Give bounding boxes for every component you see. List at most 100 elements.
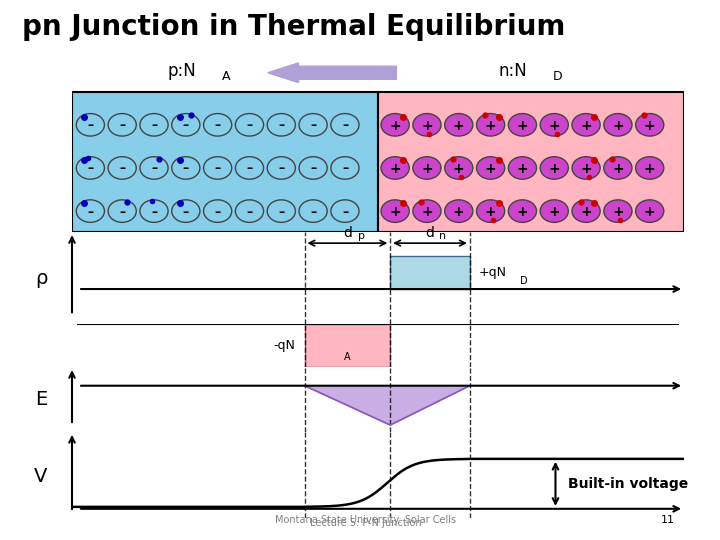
Ellipse shape [299, 157, 327, 179]
Text: –: – [119, 206, 125, 219]
Ellipse shape [235, 157, 264, 179]
Text: d: d [343, 226, 352, 240]
Text: +: + [421, 119, 433, 133]
Text: p:N: p:N [168, 62, 197, 80]
Text: –: – [183, 163, 189, 176]
Text: D: D [520, 276, 528, 286]
Text: +: + [453, 119, 464, 133]
Ellipse shape [413, 157, 441, 179]
Ellipse shape [381, 113, 409, 136]
Text: d: d [426, 226, 434, 240]
Polygon shape [305, 386, 470, 425]
Text: +: + [485, 119, 496, 133]
Text: +: + [390, 205, 401, 219]
Text: –: – [215, 163, 221, 176]
Text: Built-in voltage: Built-in voltage [568, 477, 688, 491]
Text: ρ: ρ [35, 268, 48, 288]
Ellipse shape [445, 113, 473, 136]
Text: –: – [310, 163, 316, 176]
Ellipse shape [204, 113, 232, 136]
Text: –: – [183, 119, 189, 132]
Text: –: – [310, 119, 316, 132]
Text: +: + [644, 119, 655, 133]
Ellipse shape [381, 157, 409, 179]
Bar [378, 91, 684, 232]
Text: +: + [390, 119, 401, 133]
Text: +: + [485, 205, 496, 219]
Text: +: + [644, 162, 655, 176]
Text: +qN: +qN [479, 266, 507, 279]
Ellipse shape [76, 157, 104, 179]
Text: –: – [183, 206, 189, 219]
Text: +: + [580, 205, 592, 219]
Text: –: – [151, 163, 157, 176]
Text: +: + [453, 162, 464, 176]
Text: –: – [87, 119, 94, 132]
Text: –: – [342, 119, 348, 132]
Text: D: D [552, 70, 562, 83]
Text: +: + [644, 205, 655, 219]
Ellipse shape [267, 157, 295, 179]
Ellipse shape [172, 200, 200, 222]
Ellipse shape [477, 113, 505, 136]
Ellipse shape [331, 157, 359, 179]
Ellipse shape [508, 157, 536, 179]
Text: –: – [119, 119, 125, 132]
Ellipse shape [477, 157, 505, 179]
Text: –: – [278, 119, 284, 132]
Text: A: A [222, 70, 230, 83]
Text: +: + [549, 205, 560, 219]
Text: –: – [87, 206, 94, 219]
Ellipse shape [299, 113, 327, 136]
Ellipse shape [235, 113, 264, 136]
Ellipse shape [445, 200, 473, 222]
Ellipse shape [636, 200, 664, 222]
Text: pn Junction in Thermal Equilibrium: pn Junction in Thermal Equilibrium [22, 13, 565, 41]
Ellipse shape [108, 200, 136, 222]
Ellipse shape [604, 113, 632, 136]
Text: +: + [612, 205, 624, 219]
Ellipse shape [508, 113, 536, 136]
Ellipse shape [108, 113, 136, 136]
Text: -qN: -qN [274, 339, 295, 352]
Ellipse shape [235, 200, 264, 222]
Text: –: – [215, 119, 221, 132]
Ellipse shape [267, 200, 295, 222]
Text: +: + [485, 162, 496, 176]
Ellipse shape [445, 157, 473, 179]
Text: –: – [278, 163, 284, 176]
Ellipse shape [604, 200, 632, 222]
Text: +: + [580, 162, 592, 176]
Text: V: V [34, 467, 48, 487]
Bar [390, 256, 470, 289]
Text: +: + [390, 162, 401, 176]
Ellipse shape [572, 157, 600, 179]
Text: +: + [612, 162, 624, 176]
Text: +: + [453, 205, 464, 219]
Text: –: – [246, 119, 253, 132]
Bar [305, 324, 390, 367]
Ellipse shape [140, 157, 168, 179]
Ellipse shape [477, 200, 505, 222]
Ellipse shape [540, 200, 568, 222]
Ellipse shape [76, 113, 104, 136]
Ellipse shape [636, 113, 664, 136]
Text: +: + [580, 119, 592, 133]
Ellipse shape [331, 113, 359, 136]
Ellipse shape [572, 113, 600, 136]
Text: –: – [119, 163, 125, 176]
Text: –: – [342, 163, 348, 176]
Text: Montana State University: Solar Cells: Montana State University: Solar Cells [275, 515, 456, 525]
Ellipse shape [331, 200, 359, 222]
Text: p: p [359, 231, 366, 241]
Ellipse shape [540, 157, 568, 179]
Bar [72, 91, 378, 232]
Text: –: – [310, 206, 316, 219]
Text: –: – [87, 163, 94, 176]
Ellipse shape [413, 200, 441, 222]
Ellipse shape [508, 200, 536, 222]
Text: +: + [421, 205, 433, 219]
Ellipse shape [604, 157, 632, 179]
Ellipse shape [172, 157, 200, 179]
Text: +: + [517, 205, 528, 219]
